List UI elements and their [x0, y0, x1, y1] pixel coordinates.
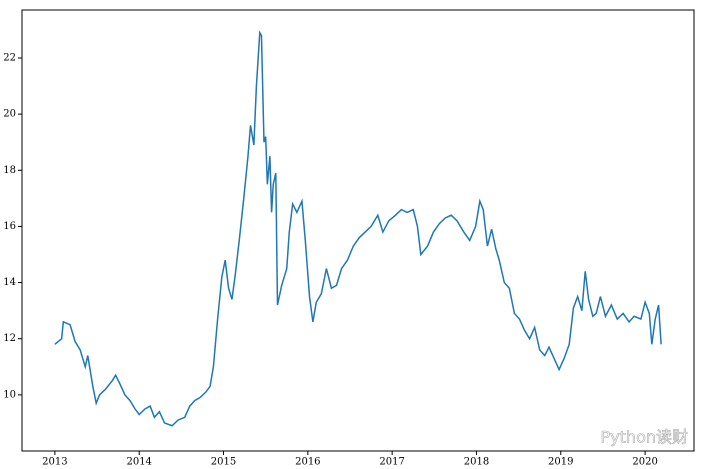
x-tick-label: 2020: [632, 457, 657, 468]
x-tick-label: 2016: [295, 457, 320, 468]
x-tick-label: 2018: [464, 457, 489, 468]
y-tick-label: 16: [3, 221, 16, 232]
x-tick-label: 2017: [379, 457, 404, 468]
y-tick-label: 14: [3, 277, 16, 288]
watermark: Python读财: [601, 428, 688, 447]
plot-frame: [21, 9, 695, 452]
data-line: [54, 30, 662, 427]
y-tick-label: 10: [3, 389, 16, 400]
x-tick-label: 2013: [42, 457, 67, 468]
y-tick-label: 12: [3, 333, 16, 344]
x-tick-label: 2019: [548, 457, 573, 468]
y-tick-label: 20: [3, 109, 16, 120]
y-tick-label: 22: [3, 53, 16, 64]
x-tick-label: 2014: [126, 457, 151, 468]
x-tick-label: 2015: [211, 457, 236, 468]
y-tick-label: 18: [3, 165, 16, 176]
